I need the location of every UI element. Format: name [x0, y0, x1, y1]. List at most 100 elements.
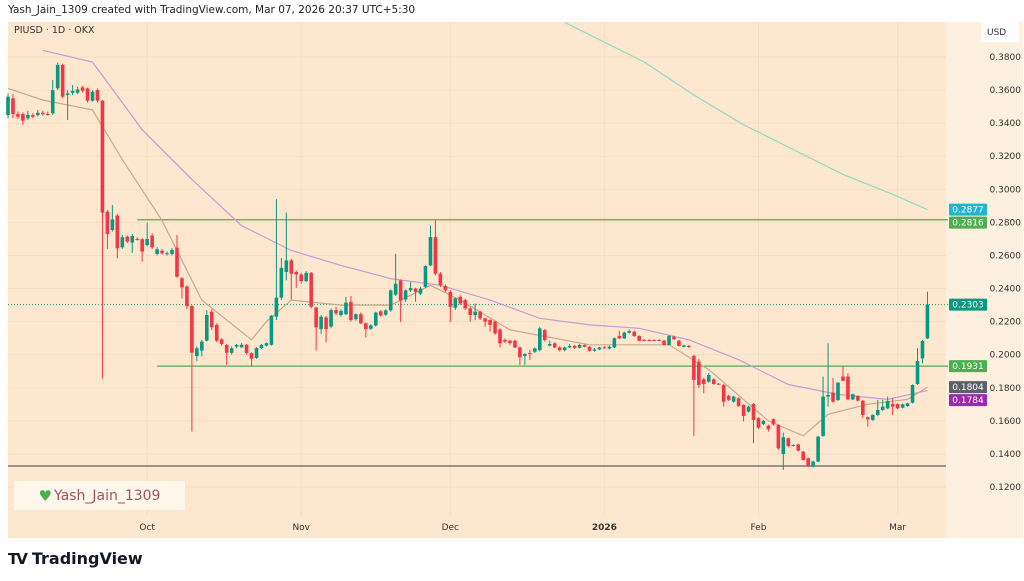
candle-body-down	[483, 318, 487, 322]
candle-body-up	[90, 91, 95, 101]
candle-body-down	[294, 272, 299, 275]
candle-body-down	[443, 286, 448, 291]
candle-body-down	[21, 114, 25, 121]
candle-body-up	[880, 406, 885, 410]
candle-body-up	[70, 90, 75, 93]
candle-body-down	[468, 308, 473, 316]
candle-body-up	[130, 235, 135, 243]
candle-body-up	[562, 347, 567, 351]
moving-average-ma-slow	[42, 49, 928, 401]
candle-body-up	[473, 311, 477, 316]
candle-body-down	[602, 347, 607, 349]
candle-body-up	[279, 267, 284, 298]
candle-body-down	[513, 340, 517, 348]
candle-body-down	[349, 301, 353, 320]
candle-body-down	[413, 288, 418, 292]
candle-body-up	[6, 96, 10, 116]
candle-body-up	[925, 304, 930, 339]
candle-body-up	[264, 343, 269, 346]
y-tick-label: 0.3600	[990, 86, 1022, 96]
candle-body-up	[900, 404, 905, 408]
candle-body-up	[821, 396, 825, 436]
candle-body-up	[408, 288, 413, 291]
candle-body-down	[190, 306, 194, 353]
price-label-box	[949, 394, 987, 407]
tradingview-footer[interactable]: TV TradingView	[8, 549, 143, 568]
candle-body-down	[448, 291, 453, 307]
candle-body-up	[393, 283, 398, 295]
axis-background	[946, 22, 1023, 538]
candle-body-down	[697, 361, 701, 385]
candle-body-down	[334, 310, 338, 314]
candle-body-up	[781, 437, 786, 454]
candle-body-down	[582, 344, 587, 347]
candle-body-up	[607, 346, 612, 349]
candle-body-down	[244, 344, 249, 354]
candle-body-down	[572, 345, 577, 348]
x-tick-label: Oct	[139, 523, 155, 533]
candle-body-down	[249, 353, 254, 359]
candle-body-up	[403, 290, 408, 300]
y-tick-label: 0.2800	[990, 218, 1022, 228]
candle-body-down	[741, 405, 746, 416]
candle-body-down	[542, 330, 547, 340]
y-tick-label: 0.1400	[990, 450, 1022, 460]
candle-body-up	[731, 396, 736, 402]
candle-body-down	[105, 211, 110, 234]
candle-body-up	[533, 348, 537, 352]
candle-body-down	[632, 331, 637, 337]
candle-body-down	[11, 98, 15, 115]
candle-body-up	[229, 348, 234, 353]
candle-body-down	[398, 280, 403, 301]
candle-body-up	[259, 344, 264, 349]
price-label-box	[949, 298, 987, 311]
candle-body-up	[682, 345, 686, 347]
y-tick-label: 0.3800	[990, 53, 1022, 63]
y-tick-label: 0.2000	[990, 351, 1022, 361]
candle-body-up	[254, 348, 259, 359]
candle-body-down	[289, 260, 294, 274]
currency-box[interactable]	[981, 22, 1019, 42]
candle-body-down	[751, 404, 756, 420]
candle-body-up	[110, 219, 115, 231]
candle-body-down	[359, 314, 363, 324]
candle-body-up	[523, 354, 527, 357]
candle-body-up	[910, 384, 915, 403]
candle-body-up	[234, 344, 239, 347]
candle-body-up	[612, 338, 617, 348]
candle-body-up	[836, 382, 840, 401]
candle-body-up	[905, 403, 910, 406]
candle-body-down	[866, 417, 870, 420]
candle-body-down	[677, 340, 681, 346]
symbol-legend[interactable]: PIUSD · 1D · OKX	[14, 25, 95, 36]
candle-body-up	[383, 310, 388, 315]
candle-body-down	[716, 383, 721, 385]
candle-body-down	[642, 339, 646, 341]
candle-body-up	[329, 310, 333, 327]
candle-body-down	[736, 398, 741, 406]
candle-body-down	[463, 300, 468, 309]
y-tick-label: 0.2200	[990, 318, 1022, 328]
candle-body-down	[776, 425, 781, 449]
candle-body-up	[567, 345, 572, 348]
candle-body-down	[890, 404, 895, 407]
candle-body-down	[324, 317, 328, 330]
price-label-box	[949, 360, 987, 373]
candle-body-down	[672, 336, 676, 340]
candle-body-down	[458, 296, 463, 304]
candle-body-down	[895, 404, 900, 409]
candle-body-up	[667, 336, 671, 345]
candle-body-up	[870, 414, 875, 420]
candle-body-down	[60, 64, 65, 97]
candle-body-up	[50, 90, 55, 114]
candle-body-down	[150, 235, 154, 248]
candle-body-up	[55, 64, 60, 89]
candle-body-up	[875, 409, 880, 415]
price-label: 0.2877	[952, 206, 984, 216]
y-tick-label: 0.2600	[990, 251, 1022, 261]
candle-body-up	[547, 343, 552, 346]
candle-body-up	[284, 260, 289, 273]
x-tick-label: Feb	[751, 523, 767, 533]
candle-body-down	[637, 336, 641, 341]
